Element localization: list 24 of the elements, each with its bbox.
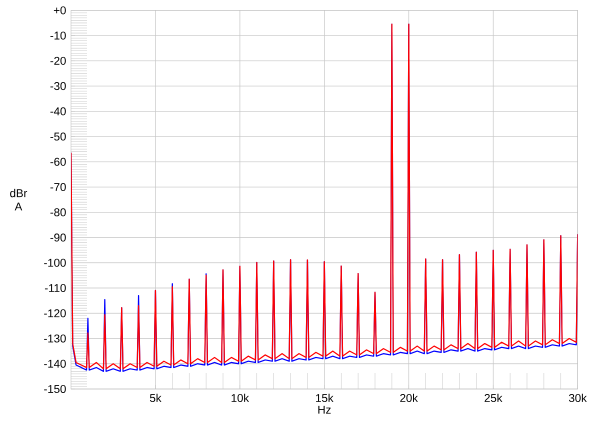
y-tick-label: -80 <box>50 208 66 216</box>
x-tick-label: 30k <box>568 394 587 402</box>
y-tick-label: -20 <box>50 56 66 65</box>
y-tick-label: +0 <box>54 6 66 14</box>
y-tick-label: -100 <box>44 258 66 267</box>
x-tick-label: 5k <box>150 394 162 402</box>
x-tick-label: 20k <box>400 394 418 402</box>
y-tick-label: -60 <box>50 158 66 166</box>
y-tick-label: -150 <box>44 384 66 393</box>
y-tick-label: -50 <box>50 132 66 141</box>
x-axis-title: Hz <box>318 406 331 414</box>
y-tick-label: -120 <box>44 309 66 318</box>
x-tick-label: 15k <box>316 394 334 402</box>
y-tick-label: -90 <box>50 234 66 242</box>
y-tick-label: -30 <box>50 82 66 90</box>
x-tick-label: 25k <box>484 394 502 402</box>
y-axis-title: dBr A <box>10 188 28 210</box>
y-tick-label: -130 <box>44 334 66 343</box>
x-tick-label: 10k <box>232 394 250 402</box>
y-tick-label: -140 <box>44 360 66 368</box>
y-tick-label: -110 <box>44 284 66 292</box>
y-tick-label: -40 <box>50 107 66 116</box>
y-tick-label: -70 <box>50 183 66 192</box>
y-tick-label: -10 <box>50 32 66 40</box>
